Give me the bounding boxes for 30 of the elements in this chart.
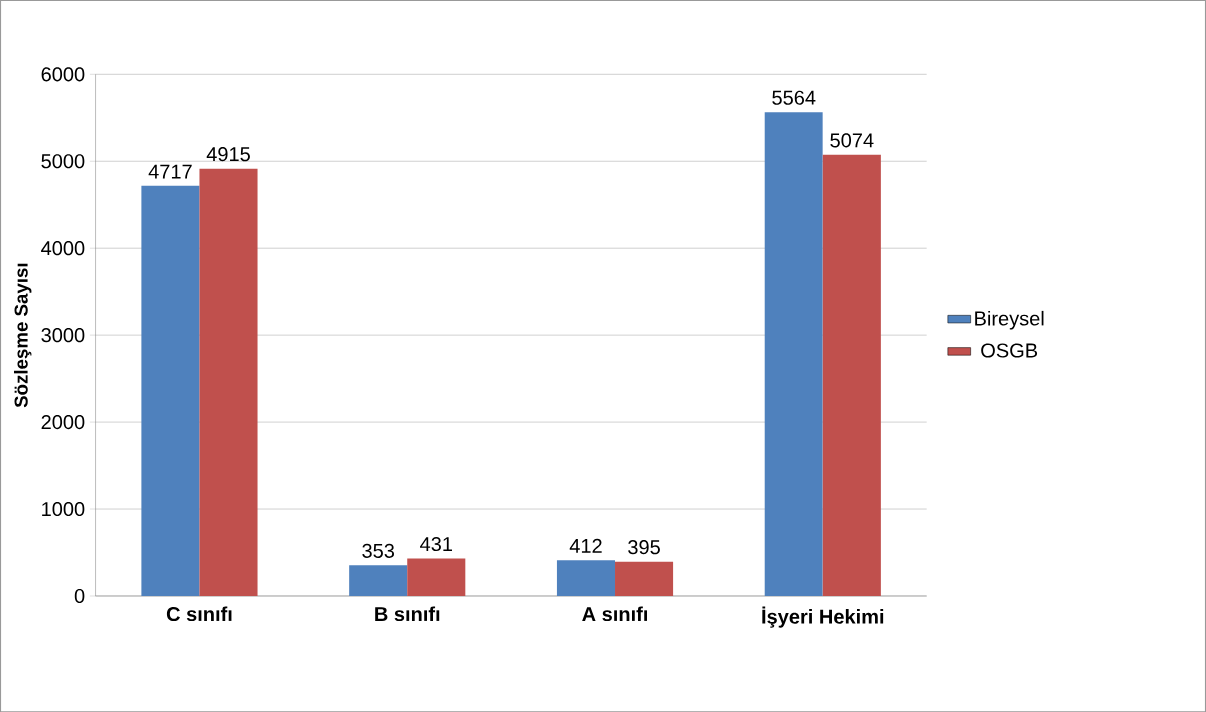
data-label: 395 [628,539,660,555]
data-label: 353 [362,543,395,558]
y-axis-title: Sözleşme Sayısı [14,263,32,408]
data-label: 4915 [206,146,250,162]
bar [199,168,258,596]
bar [556,560,616,596]
bar [141,185,200,596]
data-label: 4717 [148,164,192,179]
y-tick-label: 4000 [41,240,85,256]
legend-label: OSGB [981,343,1038,358]
x-tick-label: A sınıfı [582,606,647,621]
data-label: 412 [569,538,602,553]
bar [822,154,881,596]
legend-label: Bireysel [975,310,1044,330]
bar [349,565,408,596]
bar [407,558,466,596]
y-tick-label: 3000 [41,327,85,343]
data-label: 5564 [772,90,816,105]
y-tick-label: 0 [74,588,85,603]
data-label: 5074 [830,133,874,148]
bar [764,112,823,596]
x-tick-label: İşyeri Hekimi [762,606,884,628]
y-tick-label: 2000 [41,414,85,429]
x-tick-label: C sınıfı [166,606,232,621]
x-tick-label: B sınıfı [375,606,440,621]
bar [615,561,674,596]
y-tick-label: 6000 [41,67,85,82]
y-tick-label: 5000 [41,153,85,169]
y-tick-label: 1000 [42,501,85,516]
data-label: 431 [420,536,452,551]
